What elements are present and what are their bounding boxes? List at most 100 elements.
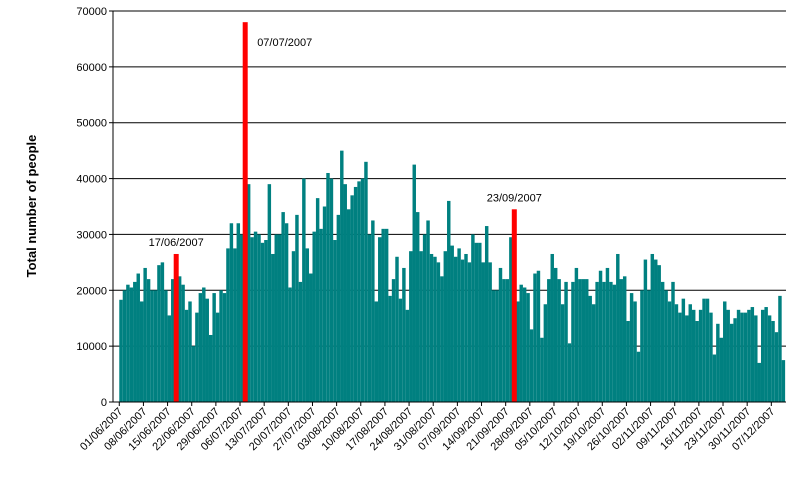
- bar: [264, 240, 268, 402]
- bar: [346, 209, 351, 402]
- bar: [498, 267, 503, 402]
- bar: [202, 287, 206, 402]
- bar: [723, 301, 727, 402]
- bar: [578, 279, 582, 402]
- bar: [360, 178, 365, 402]
- bar: [553, 267, 558, 402]
- bar: [267, 184, 272, 402]
- bar: [574, 267, 579, 402]
- bar: [781, 360, 786, 402]
- bar: [326, 172, 330, 402]
- bar: [581, 279, 586, 402]
- bar: [502, 279, 506, 402]
- bar: [657, 265, 661, 402]
- bar: [319, 228, 323, 402]
- bar: [464, 253, 468, 402]
- bar: [705, 298, 710, 402]
- bar: [433, 256, 437, 402]
- bar: [447, 200, 451, 402]
- bar: [236, 223, 241, 402]
- bar: [743, 312, 748, 402]
- bar: [136, 273, 140, 402]
- bar: [664, 290, 668, 402]
- bar: [491, 290, 496, 402]
- bar: [547, 279, 551, 402]
- highlight-bar: [242, 22, 248, 403]
- bar: [609, 281, 613, 402]
- y-tick-label: 0: [101, 397, 107, 409]
- y-tick-label: 60000: [76, 62, 107, 74]
- bar: [177, 276, 182, 402]
- bar: [750, 307, 755, 402]
- bar: [143, 267, 147, 402]
- bar: [522, 287, 527, 402]
- bar: [595, 281, 599, 402]
- bar: [571, 281, 575, 402]
- bar: [671, 281, 675, 402]
- bar: [478, 242, 482, 402]
- bar: [157, 265, 161, 402]
- bar: [374, 301, 379, 402]
- bar: [591, 304, 596, 402]
- bar: [188, 301, 192, 402]
- bar: [733, 318, 737, 402]
- bar: [305, 248, 310, 402]
- bar: [333, 240, 337, 402]
- y-axis-label: Total number of people: [24, 135, 39, 278]
- bar: [674, 304, 679, 402]
- bar: [122, 290, 127, 402]
- bar: [195, 312, 199, 402]
- bar: [484, 226, 489, 402]
- bar: [381, 228, 385, 402]
- bar: [240, 234, 244, 402]
- bar: [329, 178, 334, 402]
- bar: [343, 184, 347, 402]
- bar: [384, 228, 389, 402]
- bar: [481, 262, 485, 402]
- bar: [526, 293, 530, 402]
- bar: [160, 262, 165, 402]
- bar: [760, 309, 765, 402]
- bar: [560, 304, 565, 402]
- bar: [253, 231, 258, 402]
- bar: [567, 343, 572, 402]
- bar: [774, 332, 779, 402]
- bar: [398, 298, 403, 402]
- annotation: 17/06/2007: [149, 237, 204, 249]
- bar: [364, 161, 368, 402]
- bar: [395, 256, 399, 402]
- bar: [495, 290, 499, 402]
- bar: [474, 242, 479, 402]
- bar: [453, 256, 458, 402]
- bar: [371, 220, 375, 402]
- bar: [605, 267, 610, 402]
- bar: [277, 234, 282, 402]
- bar: [588, 295, 592, 402]
- bar: [422, 234, 427, 402]
- bar: [636, 351, 641, 402]
- bar: [767, 315, 772, 402]
- bar: [284, 223, 289, 402]
- bar: [533, 273, 537, 402]
- bar: [585, 279, 589, 402]
- bar: [685, 315, 689, 402]
- bar: [139, 301, 144, 402]
- bar: [726, 309, 730, 402]
- bar: [412, 164, 416, 402]
- bar: [198, 293, 203, 402]
- bar: [288, 287, 292, 402]
- bar: [443, 251, 448, 402]
- bar: [281, 212, 285, 402]
- highlight-bar: [173, 253, 179, 402]
- bar: [698, 309, 703, 402]
- bar: [222, 293, 227, 402]
- bar: [419, 251, 423, 402]
- bar: [257, 234, 261, 402]
- bar: [309, 273, 313, 402]
- bar: [729, 323, 734, 402]
- bar: [471, 234, 475, 402]
- bar: [629, 293, 634, 402]
- bar: [757, 362, 761, 402]
- bar: [150, 290, 154, 402]
- bar: [736, 309, 741, 402]
